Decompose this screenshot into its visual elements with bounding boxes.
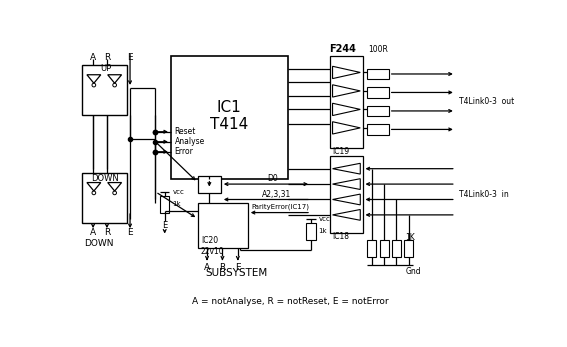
Text: D0: D0 xyxy=(267,174,278,183)
Bar xyxy=(160,196,170,213)
Text: A: A xyxy=(204,263,210,272)
Bar xyxy=(367,240,376,257)
Text: 1k: 1k xyxy=(172,201,181,207)
Bar xyxy=(198,203,248,248)
Text: 1k: 1k xyxy=(319,228,327,234)
Text: UP: UP xyxy=(100,64,111,73)
Bar xyxy=(367,124,389,135)
Text: IC1: IC1 xyxy=(217,100,242,115)
Bar xyxy=(306,222,316,239)
Text: Gnd: Gnd xyxy=(406,266,421,276)
Text: E: E xyxy=(235,263,240,272)
Text: E: E xyxy=(127,228,133,237)
Text: A = notAnalyse, R = notReset, E = notError: A = notAnalyse, R = notReset, E = notErr… xyxy=(192,297,389,306)
Bar xyxy=(82,172,127,222)
Text: T4Link0-3  in: T4Link0-3 in xyxy=(459,189,509,198)
Text: 1K: 1K xyxy=(406,233,416,242)
Text: vcc: vcc xyxy=(172,189,184,195)
Text: R: R xyxy=(104,52,110,61)
Text: Analyse: Analyse xyxy=(175,137,205,146)
Text: IC18: IC18 xyxy=(332,232,349,241)
Text: A: A xyxy=(90,52,96,61)
Bar xyxy=(198,176,221,193)
Text: DOWN: DOWN xyxy=(91,174,119,183)
Bar xyxy=(171,56,288,179)
Text: Reset: Reset xyxy=(175,127,196,136)
Text: E: E xyxy=(127,52,133,61)
Text: R: R xyxy=(219,263,226,272)
Text: 100R: 100R xyxy=(368,45,388,54)
Bar xyxy=(330,56,362,148)
Bar xyxy=(404,240,413,257)
Bar xyxy=(367,69,389,79)
Text: ParityError(IC17): ParityError(IC17) xyxy=(251,204,309,210)
Bar xyxy=(82,65,127,115)
Bar xyxy=(367,105,389,116)
Text: T4Link0-3  out: T4Link0-3 out xyxy=(459,97,514,106)
Bar xyxy=(392,240,401,257)
Text: A2,3,31: A2,3,31 xyxy=(262,189,291,198)
Text: 22v10: 22v10 xyxy=(201,247,225,256)
Text: vcc: vcc xyxy=(319,216,331,222)
Bar xyxy=(367,87,389,98)
Bar xyxy=(330,155,362,232)
Text: Error: Error xyxy=(175,147,193,156)
Text: IC20: IC20 xyxy=(201,236,218,245)
Text: E: E xyxy=(162,221,167,230)
Text: A: A xyxy=(90,228,96,237)
Text: IC19: IC19 xyxy=(332,147,349,156)
Text: R: R xyxy=(104,228,110,237)
Text: T414: T414 xyxy=(210,117,248,132)
Text: DOWN: DOWN xyxy=(84,239,114,248)
Bar xyxy=(379,240,389,257)
Text: SUBSYSTEM: SUBSYSTEM xyxy=(206,268,268,278)
Text: F244: F244 xyxy=(329,44,356,54)
